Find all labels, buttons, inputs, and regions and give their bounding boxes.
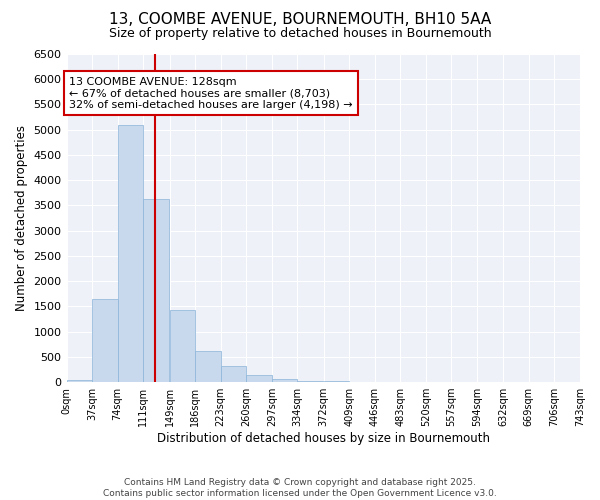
Bar (195, 351, 221, 382)
Bar (246, 374, 272, 382)
Text: Size of property relative to detached houses in Bournemouth: Size of property relative to detached ho… (109, 28, 491, 40)
Bar (272, 378, 298, 382)
Bar (118, 124, 143, 382)
X-axis label: Distribution of detached houses by size in Bournemouth: Distribution of detached houses by size … (157, 432, 490, 445)
Bar (170, 310, 195, 382)
Bar (221, 366, 246, 382)
Bar (92, 299, 118, 382)
Text: Contains HM Land Registry data © Crown copyright and database right 2025.
Contai: Contains HM Land Registry data © Crown c… (103, 478, 497, 498)
Text: 13, COOMBE AVENUE, BOURNEMOUTH, BH10 5AA: 13, COOMBE AVENUE, BOURNEMOUTH, BH10 5AA (109, 12, 491, 28)
Bar (143, 200, 169, 382)
Bar (67, 380, 92, 382)
Y-axis label: Number of detached properties: Number of detached properties (15, 125, 28, 311)
Text: 13 COOMBE AVENUE: 128sqm
← 67% of detached houses are smaller (8,703)
32% of sem: 13 COOMBE AVENUE: 128sqm ← 67% of detach… (70, 76, 353, 110)
Bar (298, 380, 323, 382)
